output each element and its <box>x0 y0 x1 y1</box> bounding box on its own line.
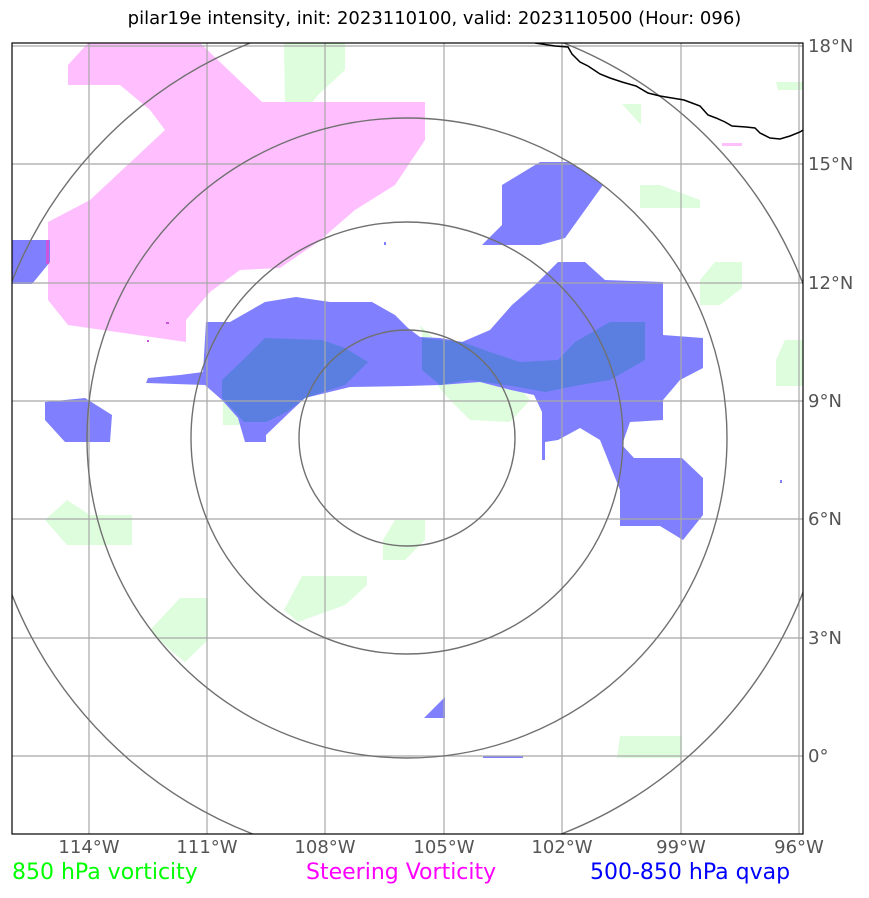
steering-outline-accents <box>46 240 169 342</box>
legend-steering-label: Steering Vorticity <box>306 860 497 885</box>
y-tick-label: 18°N <box>808 36 853 57</box>
y-tick-label: 9°N <box>808 391 842 412</box>
y-tick-label: 12°N <box>808 273 853 294</box>
y-tick-label: 6°N <box>808 509 842 530</box>
y-tick-label: 15°N <box>808 154 853 175</box>
x-tick-label: 102°W <box>531 837 592 858</box>
plot-frame <box>11 42 804 835</box>
legend-qvap-label: 500-850 hPa qvap <box>590 860 791 885</box>
x-tick-label: 99°W <box>656 837 706 858</box>
y-tick-labels: 18°N 15°N 12°N 9°N 6°N 3°N 0° <box>808 36 853 767</box>
lat-lon-gridlines <box>12 43 803 834</box>
x-tick-label: 96°W <box>774 837 824 858</box>
y-tick-label: 0° <box>808 746 828 767</box>
legend-vorticity-label: 850 hPa vorticity <box>12 860 198 885</box>
range-ring-3 <box>86 117 728 759</box>
x-tick-label: 114°W <box>58 837 119 858</box>
coastline <box>534 43 803 140</box>
range-rings <box>12 43 803 834</box>
map-title: pilar19e intensity, init: 2023110100, va… <box>127 8 742 29</box>
y-tick-label: 3°N <box>808 628 842 649</box>
range-ring-1 <box>298 329 516 547</box>
range-ring-2 <box>190 221 624 655</box>
steering-vorticity-layer <box>48 43 742 342</box>
x-tick-label: 111°W <box>176 837 237 858</box>
x-tick-label: 108°W <box>294 837 355 858</box>
x-tick-labels: 114°W 111°W 108°W 105°W 102°W 99°W 96°W <box>58 837 824 858</box>
x-tick-label: 105°W <box>413 837 474 858</box>
qvap-layer <box>12 162 782 758</box>
